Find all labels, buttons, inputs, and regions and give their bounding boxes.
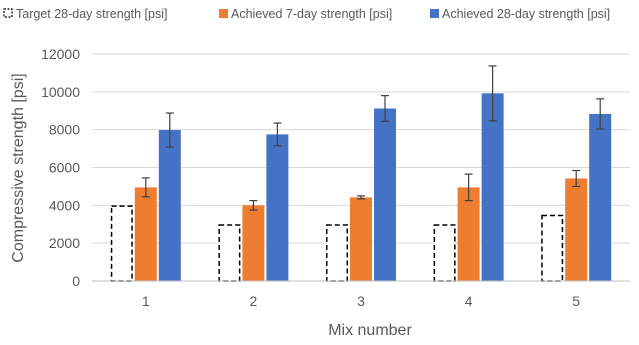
y-tick-label: 6000 xyxy=(49,160,80,176)
x-tick-label: 3 xyxy=(357,293,365,309)
bar-target-28-day-mix-4 xyxy=(433,224,456,282)
error-bar xyxy=(357,195,365,200)
y-tick-label: 4000 xyxy=(49,197,80,213)
bar-achieved-28-day-mix-2 xyxy=(266,134,289,281)
gridlines xyxy=(92,53,630,244)
legend-label: Achieved 28-day strength [psi] xyxy=(442,7,610,21)
bars xyxy=(110,65,612,282)
error-bar xyxy=(596,98,605,130)
error-bar xyxy=(249,200,258,211)
error-bar xyxy=(165,112,174,148)
error-bar xyxy=(141,177,150,198)
error-bar xyxy=(572,169,581,188)
bar-target-28-day-mix-2 xyxy=(218,224,241,282)
legend-label: Achieved 7-day strength [psi] xyxy=(231,7,392,21)
bar-achieved-7-day-mix-3 xyxy=(350,197,372,281)
legend-swatch-target xyxy=(3,8,13,18)
x-tick-label: 4 xyxy=(465,293,473,309)
y-tick-label: 2000 xyxy=(49,235,80,251)
bar-achieved-28-day-mix-4 xyxy=(481,93,504,281)
bar-target-28-day-mix-5 xyxy=(541,214,564,282)
y-tick-label: 8000 xyxy=(49,122,80,138)
bar-achieved-28-day-mix-5 xyxy=(589,113,612,281)
bar-achieved-7-day-mix-1 xyxy=(134,187,157,281)
bar-achieved-7-day-mix-4 xyxy=(457,187,480,281)
y-tick-label: 10000 xyxy=(41,84,80,100)
legend: Target 28-day strength [psi] Achieved 7-d… xyxy=(3,7,610,21)
x-tick-label: 5 xyxy=(572,293,580,309)
error-bar xyxy=(273,122,282,147)
bar-achieved-7-day-mix-2 xyxy=(242,205,265,281)
error-bar xyxy=(464,173,473,202)
x-tick-label: 2 xyxy=(250,293,258,309)
bar-achieved-7-day-mix-5 xyxy=(565,178,588,281)
y-tick-label: 0 xyxy=(72,273,80,289)
bar-achieved-28-day-mix-1 xyxy=(158,130,181,281)
axes: 0 2000 4000 6000 8000 10000 12000 1 2 3 4 5 xyxy=(41,46,630,309)
legend-swatch-28-day xyxy=(430,9,439,18)
bar-achieved-28-day-mix-3 xyxy=(374,108,396,281)
error-bar xyxy=(381,95,389,122)
y-tick-label: 12000 xyxy=(41,46,80,62)
x-axis-title: Mix number xyxy=(328,322,412,339)
legend-label: Target 28-day strength [psi] xyxy=(16,7,167,21)
bar-target-28-day-mix-3 xyxy=(326,224,348,282)
y-axis-title: Compressive strength [psi] xyxy=(10,73,27,262)
bar-target-28-day-mix-1 xyxy=(110,205,133,282)
x-tick-label: 1 xyxy=(142,293,150,309)
legend-swatch-7-day xyxy=(219,9,228,18)
error-bar xyxy=(488,65,497,122)
